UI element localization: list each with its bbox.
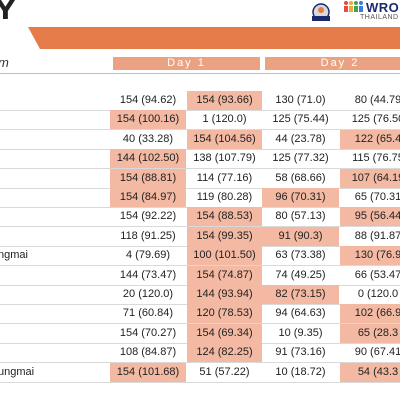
row-divider bbox=[0, 381, 400, 383]
wro-people-icon bbox=[344, 1, 363, 12]
score-cell: 154 (100.16) bbox=[110, 110, 186, 130]
score-cell: 119 (80.28) bbox=[196, 191, 253, 203]
score-cell: 90 (67.41 bbox=[354, 346, 400, 359]
score-cell: 10 (9.35) bbox=[278, 326, 323, 339]
score-cell: 154 (70.27) bbox=[119, 326, 177, 339]
score-cell: 95 (56.44 bbox=[340, 207, 400, 227]
row-divider bbox=[0, 362, 400, 364]
score-cell: 0 (120.0 bbox=[357, 288, 399, 300]
score-cell: 154 (69.34) bbox=[187, 323, 262, 343]
score-cell: 154 (92.22) bbox=[119, 210, 177, 223]
page-title: Y bbox=[0, 0, 15, 26]
score-cell: 107 (64.19 bbox=[340, 168, 400, 188]
score-cell: 94 (64.63) bbox=[275, 307, 326, 320]
score-cell: 82 (73.15) bbox=[262, 285, 339, 304]
table-row: ngmai 4 (79.69) 100 (101.50) 63 (73.38) 130 … bbox=[0, 246, 400, 267]
score-cell: 4 (79.69) bbox=[125, 249, 171, 262]
score-cell: 71 (60.84) bbox=[122, 307, 174, 320]
score-cell: 154 (88.81) bbox=[110, 168, 186, 188]
score-cell: 96 (70.31) bbox=[262, 188, 339, 207]
emblem-logo bbox=[312, 3, 330, 21]
score-cell: 124 (82.25) bbox=[187, 343, 262, 363]
score-cell: 125 (76.50 bbox=[351, 113, 400, 126]
score-cell: 20 (120.0) bbox=[122, 288, 174, 300]
table-row: 108 (84.87) 124 (82.25) 91 (73.16) 90 (67.4… bbox=[0, 343, 400, 364]
score-cell: 154 (104.56) bbox=[187, 129, 262, 149]
title-band bbox=[0, 27, 400, 49]
score-cell: 125 (77.32) bbox=[272, 152, 329, 165]
row-divider bbox=[0, 148, 400, 150]
table-row: 40 (33.28) 154 (104.56) 44 (23.78) 122 (65.… bbox=[0, 129, 400, 150]
table-row: 144 (73.47) 154 (74.87) 74 (49.25) 66 (53.4… bbox=[0, 265, 400, 286]
title-band-notch bbox=[0, 27, 40, 49]
score-cell: 91 (90.3) bbox=[262, 226, 339, 246]
table-row: 154 (92.22) 154 (88.53) 80 (57.13) 95 (56.4… bbox=[0, 207, 400, 228]
score-cell: 115 (76.75 bbox=[352, 152, 400, 165]
score-cell: 130 (76.9 bbox=[340, 246, 400, 266]
score-cell: 154 (94.62) bbox=[119, 94, 177, 106]
score-cell: 58 (68.66) bbox=[275, 171, 326, 184]
wro-logo-text: WRO bbox=[366, 0, 400, 15]
score-cell: 1 (120.0) bbox=[202, 113, 247, 126]
row-divider bbox=[0, 110, 400, 111]
score-cell: 125 (75.44) bbox=[272, 113, 329, 126]
score-cell: 51 (57.22) bbox=[199, 365, 250, 378]
score-cell: 80 (57.13) bbox=[275, 210, 326, 223]
day-2-header: Day 2 bbox=[265, 57, 400, 70]
row-divider bbox=[0, 168, 400, 170]
score-cell: 118 (91.25) bbox=[120, 229, 176, 242]
team-name: ungmai bbox=[0, 365, 35, 378]
score-cell: 63 (73.38) bbox=[275, 249, 326, 262]
team-name: ngmai bbox=[0, 249, 28, 262]
wro-logo-subtext: THAILAND bbox=[360, 14, 399, 21]
score-cell: 65 (28.3 bbox=[340, 323, 400, 343]
score-cell: 66 (53.47 bbox=[354, 268, 400, 281]
score-cell: 144 (93.94) bbox=[187, 285, 262, 304]
table-row: 154 (88.81) 114 (77.16) 58 (68.66) 107 (64.… bbox=[0, 168, 400, 189]
score-cell: 144 (73.47) bbox=[119, 268, 177, 281]
score-cell: 91 (73.16) bbox=[275, 346, 326, 359]
table-row: 144 (102.50) 138 (107.79) 125 (77.32) 115 (… bbox=[0, 149, 400, 170]
score-cell: 88 (91.87 bbox=[354, 229, 400, 242]
table-row: 154 (100.16) 1 (120.0) 125 (75.44) 125 (76.… bbox=[0, 110, 400, 131]
table-row: 154 (94.62) 154 (93.66) 130 (71.0) 80 (44.7… bbox=[0, 91, 400, 111]
score-cell: 10 (18.72) bbox=[275, 365, 326, 378]
score-cell: 40 (33.28) bbox=[122, 132, 174, 145]
score-cell: 54 (43.3 bbox=[340, 362, 400, 382]
table-row: 71 (60.84) 120 (78.53) 94 (64.63) 102 (66.9 bbox=[0, 304, 400, 325]
score-cell: 100 (101.50) bbox=[187, 246, 262, 266]
row-divider bbox=[0, 187, 400, 189]
score-cell: 154 (74.87) bbox=[187, 265, 262, 285]
score-cell: 114 (77.16) bbox=[196, 171, 253, 184]
score-cell: 154 (84.97) bbox=[110, 188, 186, 207]
score-cell: 138 (107.79) bbox=[193, 152, 256, 165]
score-cell: 120 (78.53) bbox=[187, 304, 262, 324]
score-cell: 74 (49.25) bbox=[275, 268, 326, 281]
score-cell: 122 (65.4 bbox=[340, 129, 400, 149]
header-divider bbox=[0, 73, 400, 74]
table-row: 154 (84.97) 119 (80.28) 96 (70.31) 65 (70.3… bbox=[0, 188, 400, 208]
score-cell: 130 (71.0) bbox=[275, 94, 326, 106]
score-cell: 65 (70.31 bbox=[354, 191, 400, 203]
day-1-header: Day 1 bbox=[113, 57, 260, 70]
score-cell: 154 (99.35) bbox=[187, 226, 262, 246]
score-cell: 108 (84.87) bbox=[119, 346, 177, 359]
table-row: ungmai 154 (101.68) 51 (57.22) 10 (18.72) 54… bbox=[0, 362, 400, 383]
score-cell: 44 (23.78) bbox=[275, 132, 326, 145]
score-cell: 80 (44.79 bbox=[354, 94, 400, 106]
table-row: 20 (120.0) 144 (93.94) 82 (73.15) 0 (120.0 bbox=[0, 285, 400, 305]
score-cell: 144 (102.50) bbox=[110, 149, 186, 169]
score-cell: 102 (66.9 bbox=[340, 304, 400, 324]
score-cell: 154 (101.68) bbox=[110, 362, 186, 382]
top-bar bbox=[0, 0, 400, 22]
table-row: 154 (70.27) 154 (69.34) 10 (9.35) 65 (28.3 bbox=[0, 323, 400, 344]
score-cell: 154 (88.53) bbox=[187, 207, 262, 227]
table-row: 118 (91.25) 154 (99.35) 91 (90.3) 88 (91.87 bbox=[0, 226, 400, 247]
score-cell: 154 (93.66) bbox=[187, 91, 262, 110]
team-column-header: m bbox=[0, 55, 9, 70]
